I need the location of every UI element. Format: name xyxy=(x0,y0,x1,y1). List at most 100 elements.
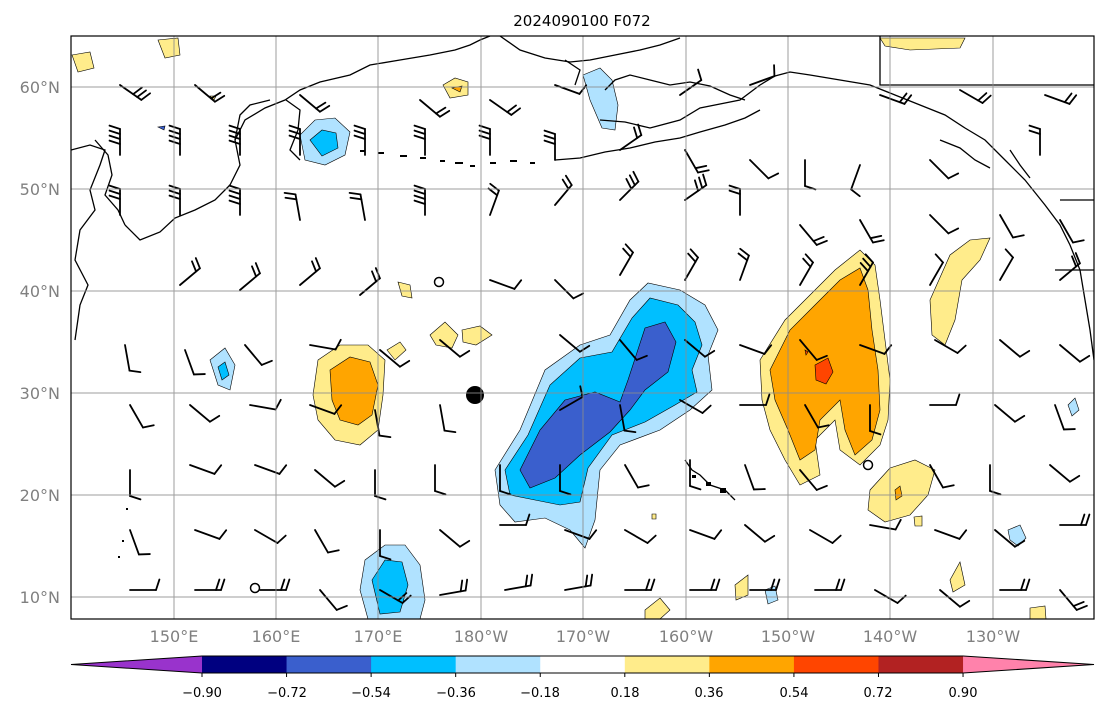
wind-barb xyxy=(859,219,885,244)
wind-barb xyxy=(1059,589,1088,611)
wind-barb xyxy=(619,243,634,276)
wind-barb xyxy=(283,191,301,221)
lat-label: 30°N xyxy=(20,384,60,403)
wind-barb xyxy=(439,339,471,358)
lat-label: 10°N xyxy=(20,588,60,607)
wind-barb xyxy=(108,124,121,156)
wind-barb xyxy=(1054,404,1076,431)
wind-barb xyxy=(434,464,447,496)
colorbar-label: −0.72 xyxy=(267,686,307,701)
colorbar-label: 0.36 xyxy=(695,686,724,701)
wind-barb xyxy=(489,99,521,116)
lat-label: 50°N xyxy=(20,180,60,199)
wind-barb xyxy=(379,529,392,561)
wind-barb xyxy=(739,344,773,355)
colorbar-bin xyxy=(793,656,879,673)
wind-barb xyxy=(353,124,366,156)
wind-barb xyxy=(299,257,321,286)
negative-anomaly-areas xyxy=(157,67,1080,619)
wind-barb xyxy=(619,339,648,361)
wind-barb xyxy=(129,469,142,501)
map-panel: 60°N 50°N 40°N 30°N 20°N 10°N 150°E 160°… xyxy=(20,35,1095,646)
wind-barb xyxy=(679,68,703,96)
wind-barb xyxy=(619,404,637,434)
wind-barb xyxy=(179,257,201,286)
wind-barb xyxy=(554,279,585,300)
wind-barb xyxy=(564,529,598,540)
wind-barb xyxy=(999,214,1025,239)
wind-barb xyxy=(749,578,781,591)
wind-barb xyxy=(413,124,426,156)
wind-barb xyxy=(799,224,828,246)
colorbar-label: −0.36 xyxy=(436,686,476,701)
wind-barb xyxy=(934,339,967,354)
wind-barb xyxy=(739,393,771,406)
lat-label: 20°N xyxy=(20,486,60,505)
wind-barb xyxy=(934,529,968,540)
wind-barb xyxy=(619,123,643,151)
wind-barb xyxy=(1059,219,1085,244)
wind-barb xyxy=(929,464,955,489)
wind-barb xyxy=(499,513,531,526)
wind-barb xyxy=(439,578,469,596)
wind-barb xyxy=(1059,252,1081,281)
gridlines xyxy=(71,36,1094,619)
wind-barb xyxy=(1028,124,1041,156)
wind-barb xyxy=(314,529,340,554)
wind-barb xyxy=(684,149,710,174)
wind-barb xyxy=(799,339,828,361)
wind-barb xyxy=(419,99,451,118)
colorbar-bin xyxy=(371,656,457,673)
wind-barb xyxy=(999,248,1014,281)
wind-barb xyxy=(299,94,331,113)
wind-barb xyxy=(319,589,348,611)
wind-barb xyxy=(1049,464,1081,483)
wind-barb xyxy=(929,253,944,286)
wind-barb xyxy=(194,84,226,103)
colorbar-ticks xyxy=(201,673,964,677)
wind-barb xyxy=(1059,344,1091,363)
wind-barb xyxy=(879,92,913,105)
wind-barb xyxy=(489,279,523,290)
coastlines xyxy=(71,36,1094,501)
colorbar-bin xyxy=(878,656,964,673)
wind-barb xyxy=(314,469,346,488)
wind-barb xyxy=(413,184,426,216)
wind-barb xyxy=(619,170,640,201)
wind-barb xyxy=(744,524,776,543)
lon-label: 140°W xyxy=(863,627,918,646)
wind-barb xyxy=(744,464,766,491)
colorbar-label: 0.18 xyxy=(611,686,640,701)
aleutian-islands xyxy=(118,150,726,558)
wind-barb xyxy=(929,214,960,235)
lat-label: 60°N xyxy=(20,78,60,97)
wind-barb xyxy=(239,262,261,291)
wind-barb xyxy=(624,578,656,591)
wind-barb xyxy=(254,529,287,544)
wind-barb xyxy=(129,404,155,429)
colorbar-extend-max xyxy=(963,656,1094,673)
wind-barb xyxy=(929,393,961,406)
figure-title: 2024090100 F072 xyxy=(513,12,650,30)
wind-barb xyxy=(504,573,534,591)
wind-barb xyxy=(228,124,241,156)
wind-barb xyxy=(804,404,830,429)
wind-barb xyxy=(689,578,721,591)
wind-barb xyxy=(624,464,650,489)
wind-barb xyxy=(939,589,971,608)
wind-barb xyxy=(374,469,387,501)
lon-label: 170°W xyxy=(556,627,611,646)
wind-barb xyxy=(288,124,301,156)
lat-label: 40°N xyxy=(20,282,60,301)
wind-barb xyxy=(348,191,366,221)
wind-barb xyxy=(999,578,1031,591)
wind-barb xyxy=(559,464,572,496)
wind-barb xyxy=(228,184,241,216)
wind-barb xyxy=(1044,92,1078,105)
wind-barb xyxy=(749,64,776,86)
latitude-labels: 60°N 50°N 40°N 30°N 20°N 10°N xyxy=(20,78,60,607)
wind-barb xyxy=(737,247,750,281)
lon-label: 160°E xyxy=(252,627,301,646)
wind-barb xyxy=(168,184,181,216)
colorbar-bin xyxy=(202,656,288,673)
